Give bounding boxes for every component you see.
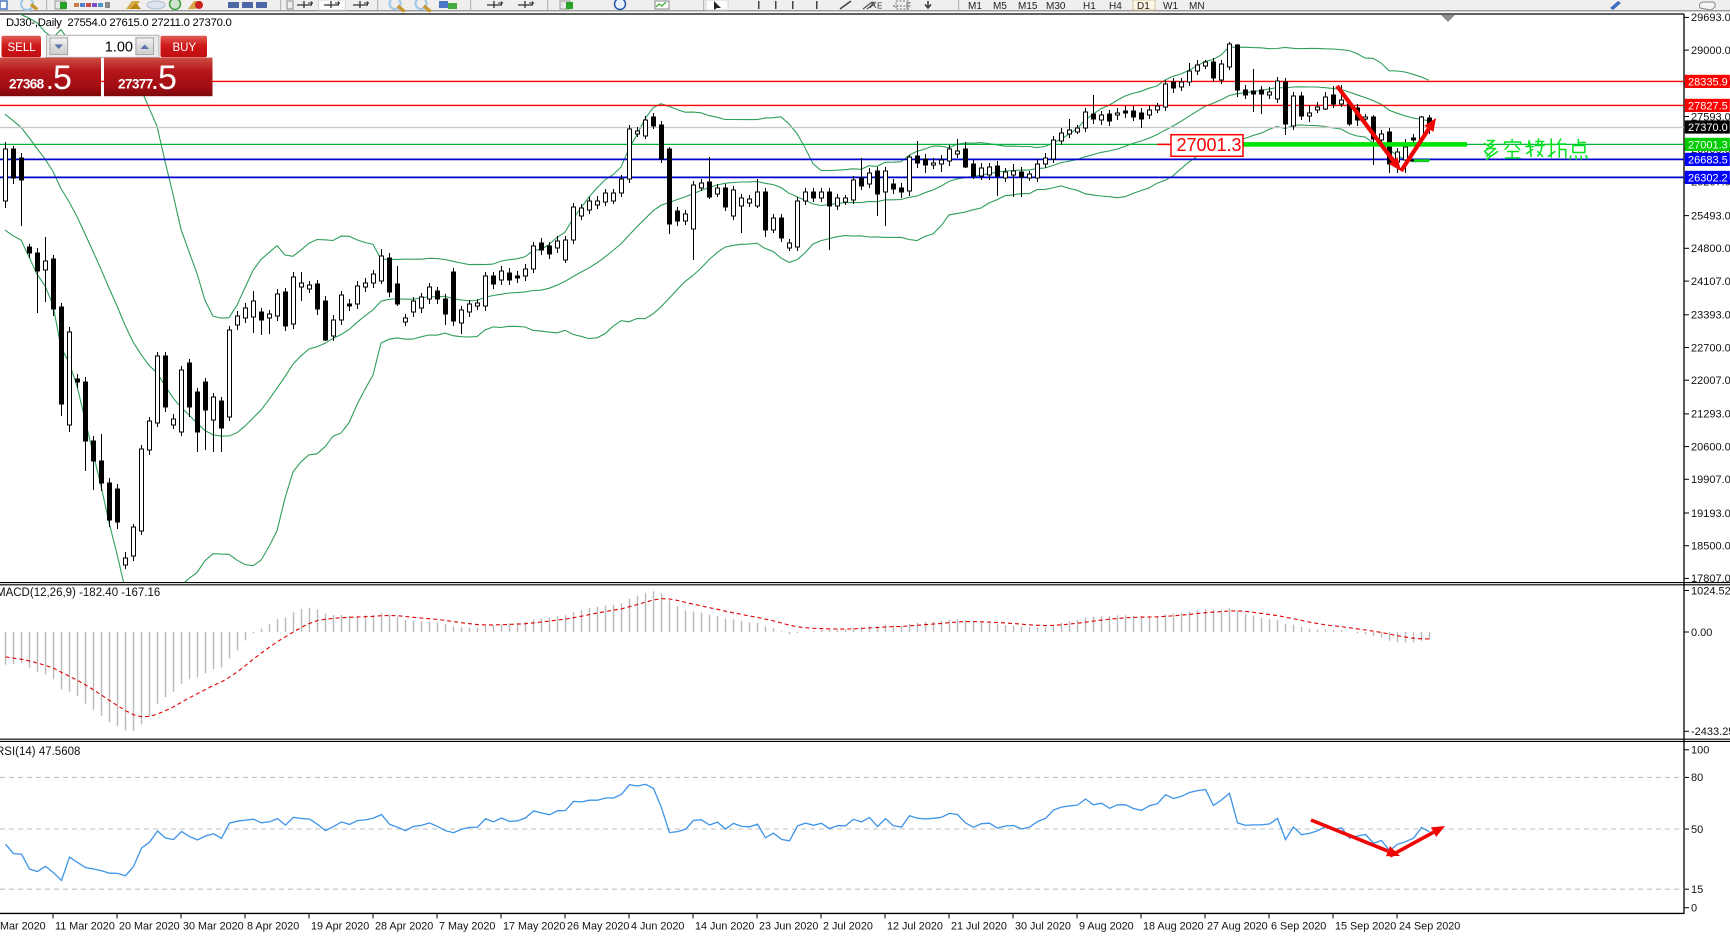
svg-text:0.00: 0.00 — [1691, 627, 1712, 639]
svg-text:MACD(12,26,9) -182.40 -167.16: MACD(12,26,9) -182.40 -167.16 — [0, 587, 160, 599]
svg-text:M15: M15 — [1018, 1, 1038, 12]
svg-text:24107.0: 24107.0 — [1691, 276, 1730, 288]
svg-text:23 Jun 2020: 23 Jun 2020 — [759, 920, 818, 932]
svg-text:4 Jun 2020: 4 Jun 2020 — [631, 920, 684, 932]
svg-text:M30: M30 — [1046, 1, 1066, 12]
svg-text:19193.0: 19193.0 — [1691, 508, 1730, 520]
svg-text:W1: W1 — [1163, 1, 1178, 12]
svg-text:27593.0: 27593.0 — [1691, 111, 1730, 123]
svg-text:27377: 27377 — [118, 77, 153, 92]
svg-text:30 Jul 2020: 30 Jul 2020 — [1015, 920, 1071, 932]
svg-text:BUY: BUY — [173, 42, 197, 54]
svg-text:15 Sep 2020: 15 Sep 2020 — [1335, 920, 1396, 932]
svg-text:27827.5: 27827.5 — [1688, 100, 1728, 112]
svg-text:30 Mar 2020: 30 Mar 2020 — [183, 920, 244, 932]
svg-text:H4: H4 — [1109, 1, 1122, 12]
svg-text:M5: M5 — [993, 1, 1007, 12]
svg-text:26683.5: 26683.5 — [1688, 154, 1728, 166]
svg-text:D1: D1 — [1137, 1, 1150, 12]
svg-text:19907.0: 19907.0 — [1691, 474, 1730, 486]
svg-text:80: 80 — [1691, 772, 1703, 784]
svg-text:MN: MN — [1189, 1, 1205, 12]
svg-text:20600.0: 20600.0 — [1691, 441, 1730, 453]
svg-text:DJ30-,Daily 27554.0 27615.0 2: DJ30-,Daily 27554.0 27615.0 27211.0 2737… — [6, 17, 232, 29]
svg-text:9 Aug 2020: 9 Aug 2020 — [1079, 920, 1134, 932]
svg-text:29000.0: 29000.0 — [1691, 45, 1730, 57]
svg-text:27 Aug 2020: 27 Aug 2020 — [1207, 920, 1268, 932]
svg-text:17807.0: 17807.0 — [1691, 573, 1730, 585]
svg-text:.: . — [46, 64, 54, 95]
svg-text:50: 50 — [1691, 824, 1703, 836]
svg-text:.: . — [151, 64, 159, 95]
svg-text:7 May 2020: 7 May 2020 — [439, 920, 495, 932]
svg-text:25493.0: 25493.0 — [1691, 210, 1730, 222]
svg-text:E: E — [877, 2, 882, 11]
svg-text:28335.9: 28335.9 — [1688, 76, 1728, 88]
svg-text:15: 15 — [1691, 884, 1703, 896]
svg-text:18500.0: 18500.0 — [1691, 541, 1730, 553]
svg-text:14 Jun 2020: 14 Jun 2020 — [695, 920, 754, 932]
svg-text:12 Jul 2020: 12 Jul 2020 — [887, 920, 943, 932]
svg-text:27368: 27368 — [9, 77, 45, 92]
svg-text:SELL: SELL — [8, 42, 37, 54]
svg-text:26302.2: 26302.2 — [1688, 172, 1728, 184]
svg-text:19 Apr 2020: 19 Apr 2020 — [311, 920, 369, 932]
svg-text:23393.0: 23393.0 — [1691, 310, 1730, 322]
svg-text:21 Jul 2020: 21 Jul 2020 — [951, 920, 1007, 932]
svg-text:28 Apr 2020: 28 Apr 2020 — [375, 920, 433, 932]
svg-text:A: A — [870, 0, 876, 10]
svg-text:0: 0 — [1691, 903, 1697, 915]
svg-text:29693.0: 29693.0 — [1691, 12, 1730, 24]
svg-text:6 Sep 2020: 6 Sep 2020 — [1271, 920, 1326, 932]
svg-text:1.00: 1.00 — [105, 39, 133, 55]
svg-text:27001.3: 27001.3 — [1688, 139, 1728, 151]
svg-text:22700.0: 22700.0 — [1691, 342, 1730, 354]
svg-text:11 Mar 2020: 11 Mar 2020 — [55, 920, 115, 932]
svg-text:26 May 2020: 26 May 2020 — [567, 920, 629, 932]
svg-text:RSI(14) 47.5608: RSI(14) 47.5608 — [0, 746, 80, 758]
svg-text:H1: H1 — [1083, 1, 1096, 12]
svg-text:2 Mar 2020: 2 Mar 2020 — [0, 920, 46, 932]
svg-text:27001.3: 27001.3 — [1177, 135, 1242, 155]
svg-text:5: 5 — [53, 59, 72, 97]
svg-text:8 Apr 2020: 8 Apr 2020 — [247, 920, 299, 932]
svg-text:5: 5 — [158, 59, 177, 97]
svg-text:24800.0: 24800.0 — [1691, 243, 1730, 255]
svg-text:17 May 2020: 17 May 2020 — [503, 920, 565, 932]
svg-text:27370.0: 27370.0 — [1688, 122, 1728, 134]
svg-text:-2433.25: -2433.25 — [1691, 726, 1730, 738]
svg-text:18 Aug 2020: 18 Aug 2020 — [1143, 920, 1204, 932]
svg-text:21293.0: 21293.0 — [1691, 409, 1730, 421]
svg-text:1024.52: 1024.52 — [1691, 585, 1730, 597]
svg-text:M1: M1 — [968, 1, 982, 12]
svg-text:2 Jul 2020: 2 Jul 2020 — [823, 920, 873, 932]
svg-text:22007.0: 22007.0 — [1691, 375, 1730, 387]
svg-text:20 Mar 2020: 20 Mar 2020 — [119, 920, 180, 932]
svg-text:100: 100 — [1691, 745, 1709, 757]
svg-text:24 Sep 2020: 24 Sep 2020 — [1399, 920, 1460, 932]
